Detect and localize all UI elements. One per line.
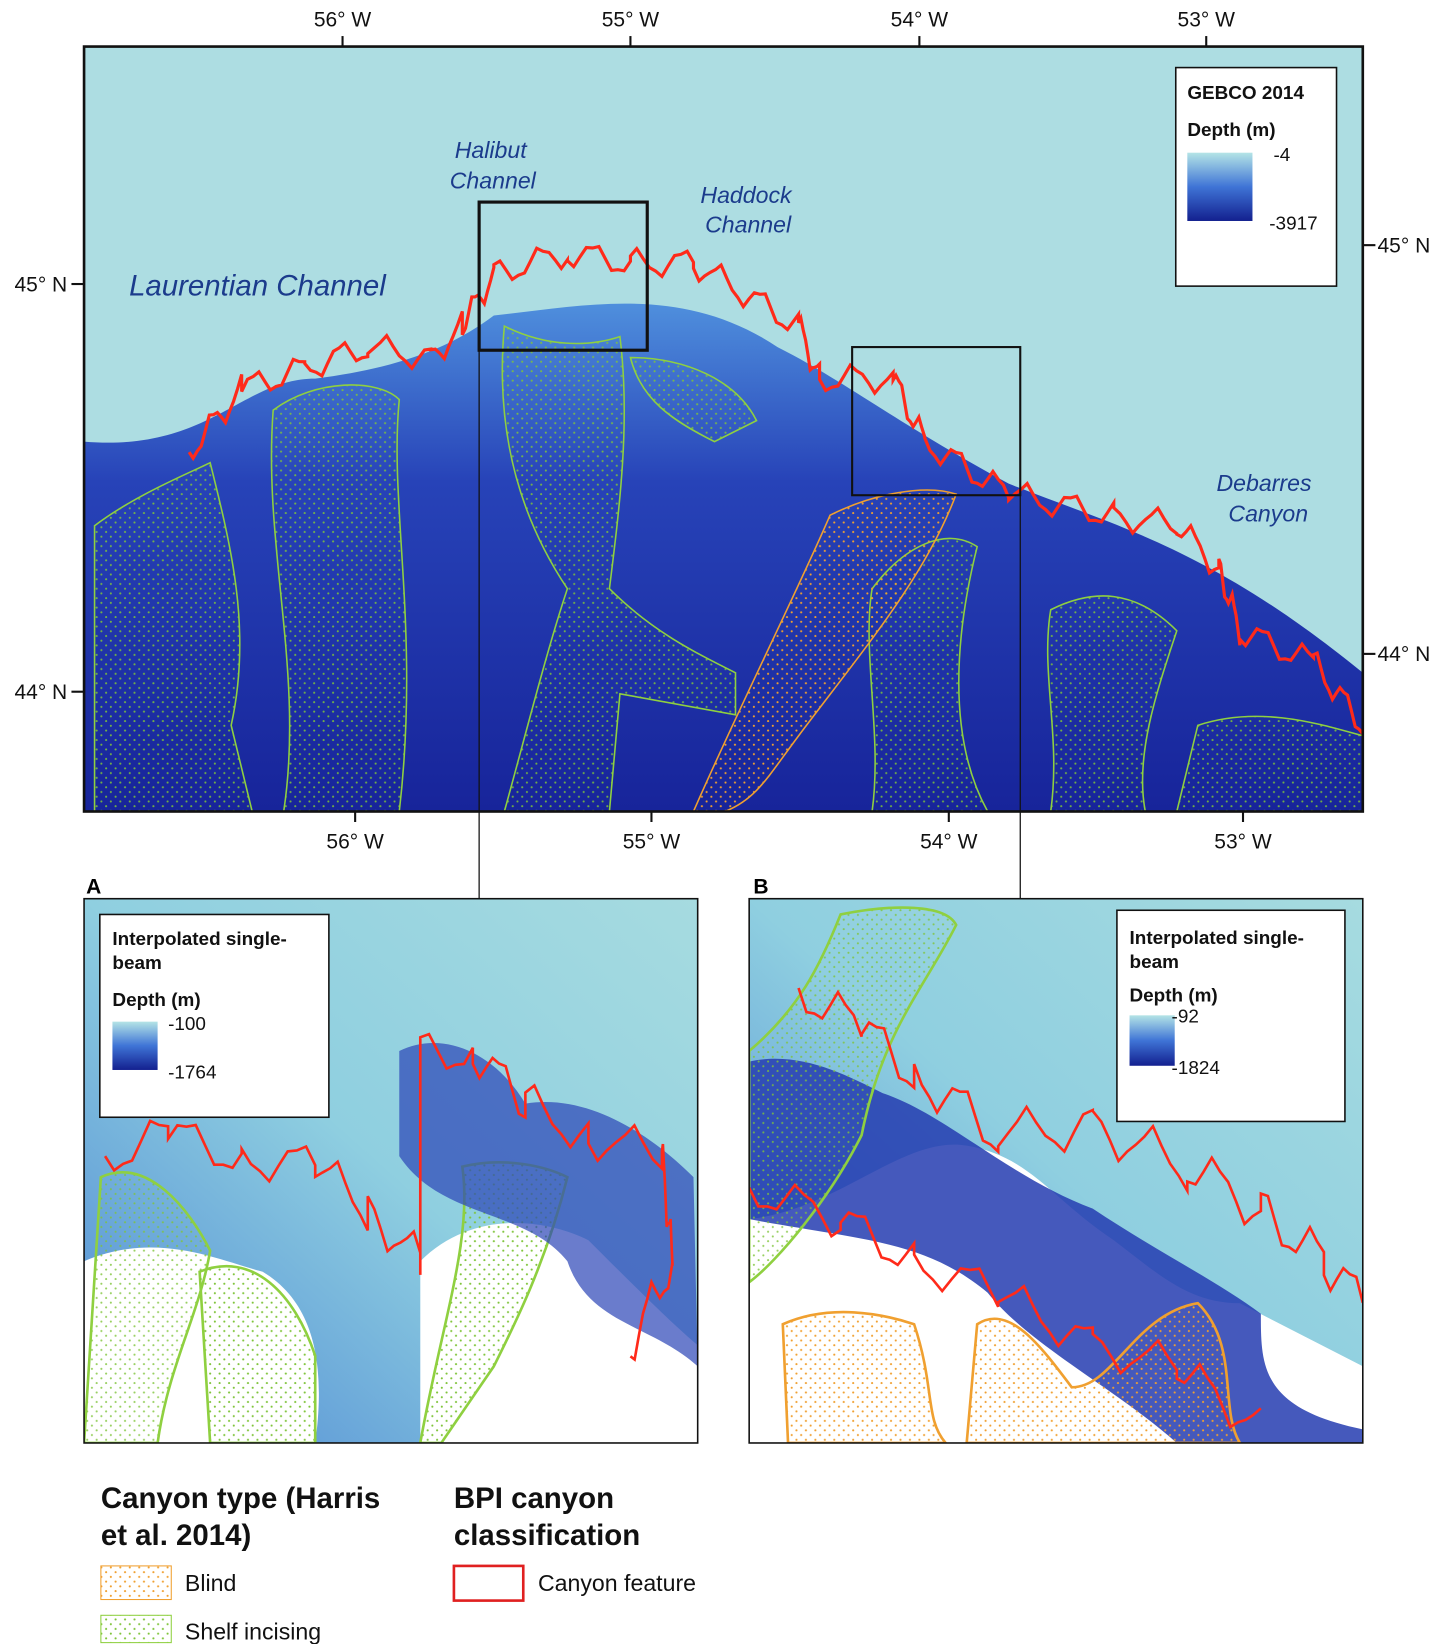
place-label: Channel — [450, 167, 537, 193]
color-ramp — [1187, 152, 1253, 221]
place-label: Halibut — [455, 137, 529, 163]
canyon-swatch — [452, 1564, 525, 1602]
ramp-label: -92 — [1172, 1007, 1199, 1028]
graticule-labels: 56° W 55° W 54° W 53° W 56° W 55° W 54° … — [14, 9, 1430, 854]
map-shape — [749, 987, 1363, 1429]
legend-item: Shelf incising — [185, 1618, 321, 1644]
legend-title: GEBCO 2014 — [1187, 83, 1304, 104]
legend-subtitle: Depth (m) — [112, 990, 200, 1011]
map-shape — [103, 1032, 674, 1362]
map-shape — [749, 906, 958, 1284]
place-label: Debarres — [1216, 470, 1311, 496]
blind-canyon — [692, 489, 958, 812]
lat-label: 44° N — [1378, 643, 1431, 666]
map-shape — [399, 1043, 698, 1367]
ramp-label: -3917 — [1269, 213, 1317, 234]
shelf-swatch — [100, 1614, 172, 1644]
map-shape — [270, 384, 408, 812]
inset-b-frame — [748, 897, 1364, 1444]
place-label: Haddock — [700, 182, 793, 208]
legend-item: Canyon feature — [538, 1570, 696, 1596]
inset-letter: A — [86, 875, 101, 898]
main-map-body — [84, 46, 1363, 812]
inset-letter: B — [753, 875, 768, 898]
lat-label: 44° N — [14, 681, 67, 704]
tick-marks — [71, 36, 1376, 822]
inset-a-box — [477, 200, 649, 352]
lon-label: 56° W — [314, 9, 372, 32]
shelf-incising-canyons — [93, 324, 1363, 812]
inset-b-box — [851, 346, 1022, 497]
blind-swatch — [100, 1565, 172, 1601]
legend-subtitle: Depth (m) — [1187, 120, 1275, 141]
place-label: Canyon — [1228, 500, 1308, 526]
lat-label: 45° N — [14, 273, 67, 296]
map-shape — [965, 1301, 1242, 1443]
lon-label: 53° W — [1178, 9, 1236, 32]
legend-item: Blind — [185, 1570, 236, 1596]
lon-label: 55° W — [602, 9, 660, 32]
map-shape — [1046, 595, 1178, 812]
legend-title: beam — [112, 953, 161, 974]
lat-label: 45° N — [1378, 235, 1431, 258]
map-shape — [629, 356, 758, 443]
legend-title: beam — [1130, 952, 1179, 973]
canyon-features — [187, 244, 1363, 735]
ramp-label: -1764 — [168, 1062, 216, 1083]
place-label: Channel — [705, 212, 792, 238]
map-shape — [93, 461, 253, 812]
lon-label: 54° W — [891, 9, 949, 32]
map-shape — [868, 537, 989, 812]
legend-heading: et al. 2014) — [101, 1519, 251, 1552]
ramp-label: -100 — [168, 1014, 206, 1035]
map-shape — [501, 324, 737, 812]
lon-label: 55° W — [623, 830, 681, 853]
lon-label: 53° W — [1214, 830, 1272, 853]
ramp-label: -4 — [1273, 145, 1290, 166]
color-ramp — [1129, 1015, 1175, 1066]
map-shape — [198, 1265, 317, 1443]
legend-heading: Canyon type (Harris — [101, 1482, 380, 1515]
main-map-frame — [82, 45, 1365, 813]
ramp-label: -1824 — [1172, 1058, 1220, 1079]
map-shape — [781, 1310, 948, 1443]
color-ramp — [112, 1021, 158, 1070]
legend-title: Interpolated single- — [112, 929, 286, 950]
map-shape — [84, 1171, 212, 1443]
place-label: Laurentian Channel — [129, 270, 387, 303]
inset-a-frame — [83, 897, 699, 1444]
legend-heading: BPI canyon — [454, 1482, 614, 1515]
legend-title: Interpolated single- — [1130, 928, 1304, 949]
legend-heading: classification — [454, 1519, 640, 1552]
map-shape — [1176, 715, 1363, 812]
lon-label: 56° W — [326, 830, 384, 853]
lon-label: 54° W — [920, 830, 978, 853]
legend-subtitle: Depth (m) — [1130, 986, 1218, 1007]
inset-legend — [99, 913, 330, 1119]
